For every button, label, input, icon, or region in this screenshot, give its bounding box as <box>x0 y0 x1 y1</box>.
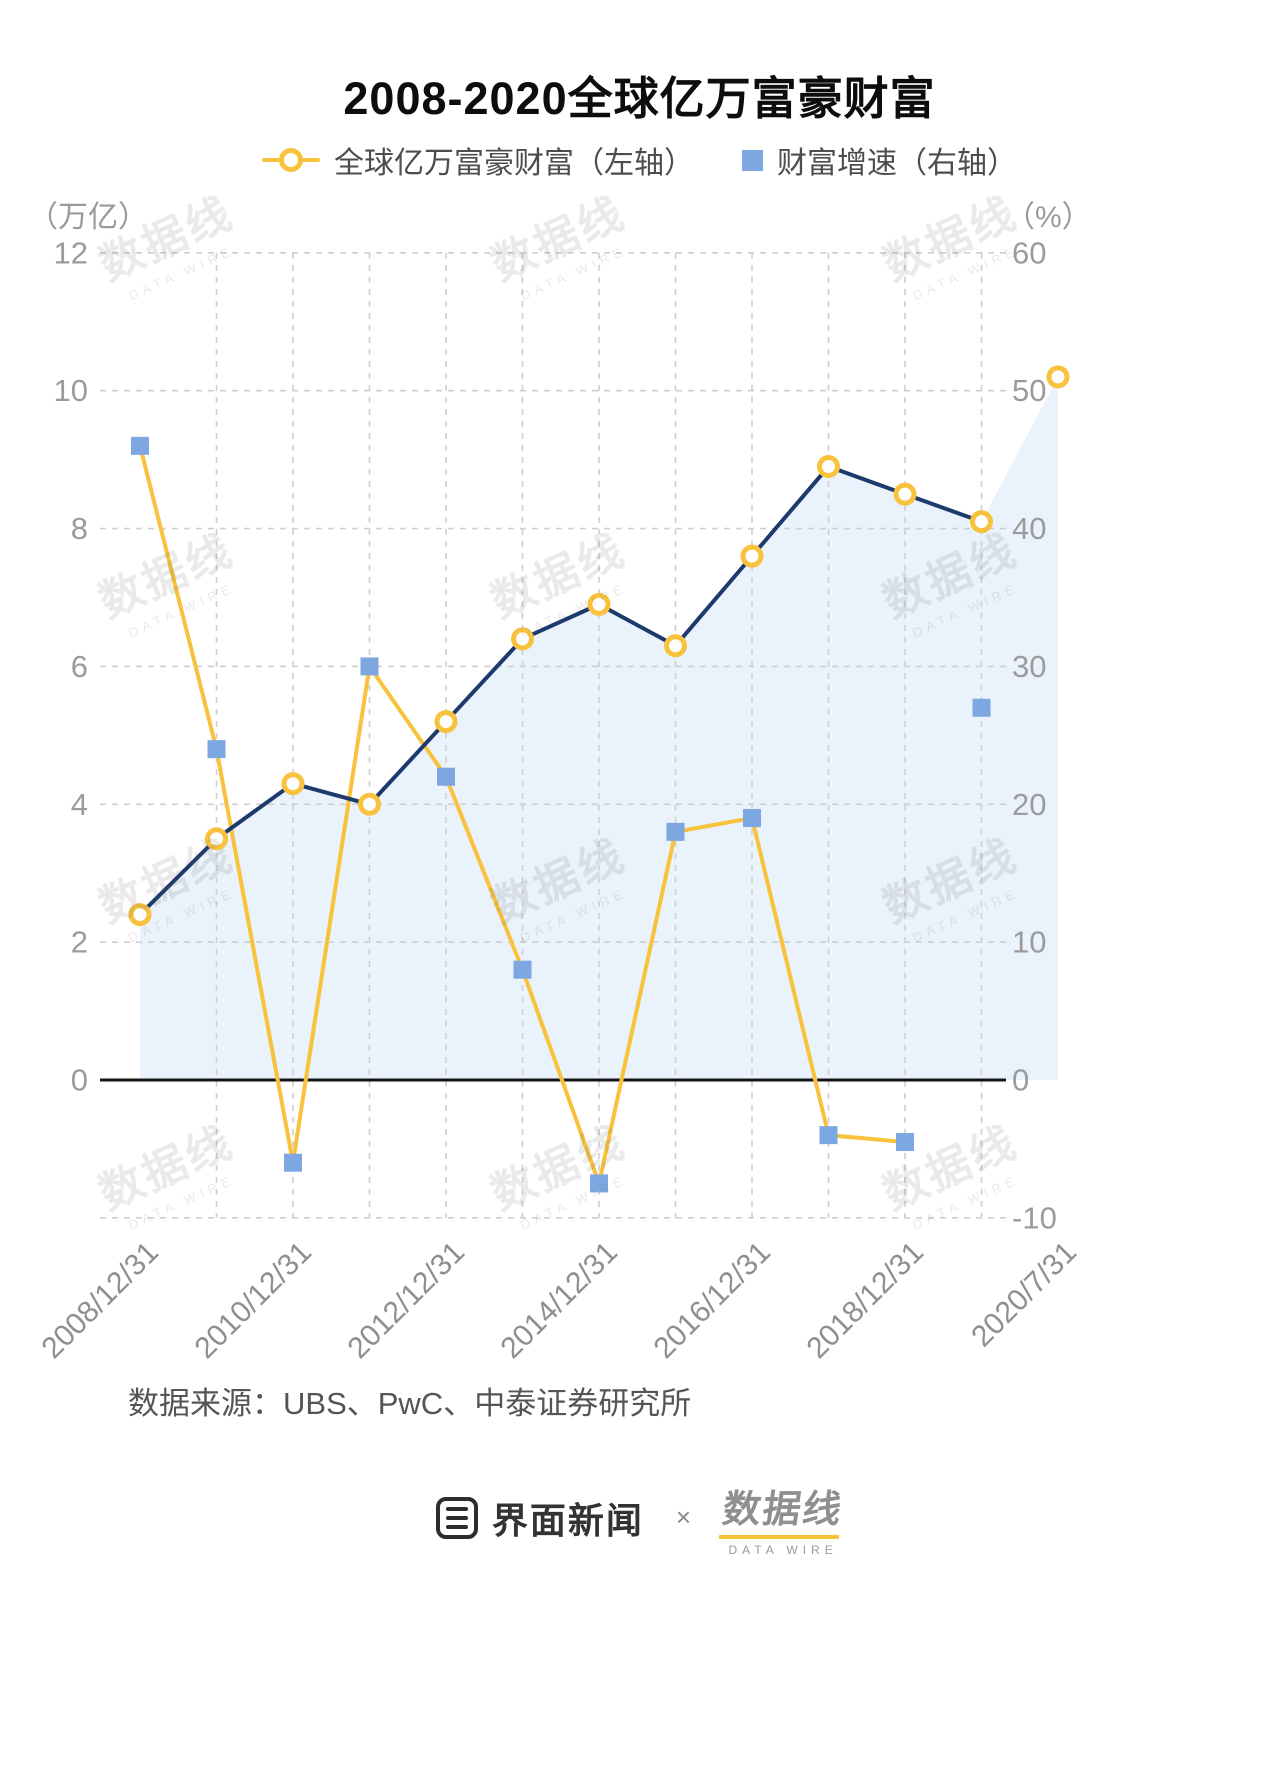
svg-text:2016/12/31: 2016/12/31 <box>647 1236 777 1366</box>
svg-text:10: 10 <box>1012 925 1046 960</box>
footer: 界面新闻 × 数据线 DATA WIRE <box>0 1478 1279 1557</box>
svg-text:10: 10 <box>54 373 88 408</box>
svg-text:2010/12/31: 2010/12/31 <box>188 1236 318 1366</box>
svg-text:0: 0 <box>71 1063 88 1098</box>
chart-title: 2008-2020全球亿万富豪财富 <box>343 73 936 124</box>
svg-text:30: 30 <box>1012 649 1046 684</box>
square-marker-icon <box>742 149 763 171</box>
svg-text:4: 4 <box>71 787 88 822</box>
svg-text:6: 6 <box>71 649 88 684</box>
svg-text:2008/12/31: 2008/12/31 <box>35 1236 165 1366</box>
jiemian-news-icon <box>435 1496 478 1539</box>
svg-text:2: 2 <box>71 925 88 960</box>
svg-text:50: 50 <box>1012 373 1046 408</box>
svg-text:2018/12/31: 2018/12/31 <box>800 1236 930 1366</box>
svg-text:-10: -10 <box>1012 1200 1057 1235</box>
svg-text:20: 20 <box>1012 787 1046 822</box>
legend-label-wealth: 全球亿万富豪财富（左轴） <box>334 147 694 180</box>
svg-text:0: 0 <box>1012 1063 1029 1098</box>
svg-text:2020/7/31: 2020/7/31 <box>965 1236 1083 1354</box>
legend-item-wealth[interactable]: 全球亿万富豪财富（左轴） <box>262 138 694 182</box>
datawire-wordmark: 数据线 <box>718 1478 848 1539</box>
legend: 全球亿万富豪财富（左轴） 财富增速（右轴） <box>0 138 1279 182</box>
line-circle-marker-icon <box>262 148 320 172</box>
svg-text:12: 12 <box>54 235 88 270</box>
datawire-logo: 数据线 DATA WIRE <box>718 1478 848 1557</box>
jiemian-logo: 界面新闻 <box>435 1492 644 1544</box>
svg-text:2012/12/31: 2012/12/31 <box>341 1236 471 1366</box>
svg-text:8: 8 <box>71 511 88 546</box>
svg-text:60: 60 <box>1012 235 1046 270</box>
datawire-subtext: DATA WIRE <box>728 1543 838 1557</box>
right-axis-unit: （%） <box>1005 201 1092 234</box>
left-axis-unit: （万亿） <box>28 201 148 234</box>
legend-label-growth: 财富增速（右轴） <box>777 147 1017 180</box>
jiemian-wordmark: 界面新闻 <box>491 1499 644 1541</box>
legend-item-growth[interactable]: 财富增速（右轴） <box>742 138 1017 182</box>
svg-text:40: 40 <box>1012 511 1046 546</box>
svg-text:2014/12/31: 2014/12/31 <box>494 1236 624 1366</box>
source-note: 数据来源：UBS、PwC、中泰证券研究所 <box>128 1386 692 1421</box>
footer-separator: × <box>675 1502 692 1532</box>
